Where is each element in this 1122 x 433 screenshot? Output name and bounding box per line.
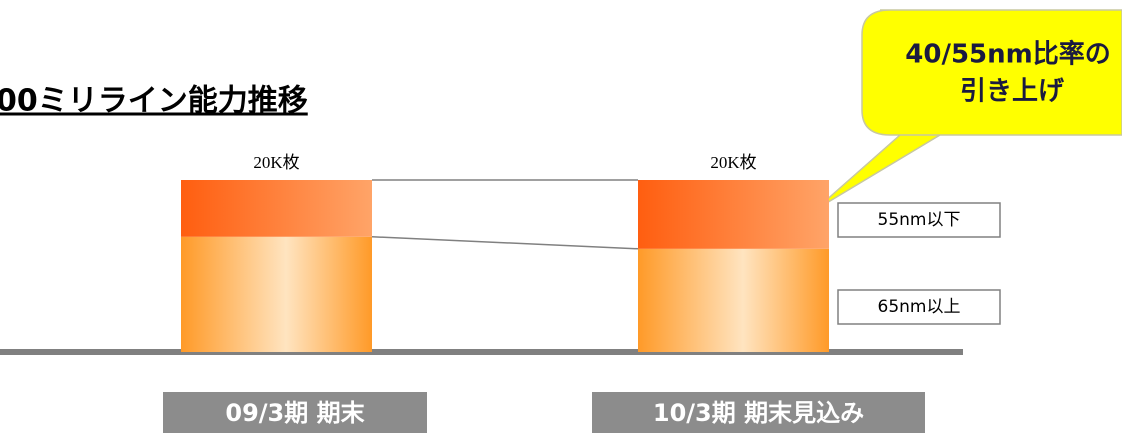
total-label: 20K枚 <box>253 153 299 172</box>
connector <box>371 236 639 250</box>
category-label: 09/3期 期末 <box>225 399 365 427</box>
callout-text: 引き上げ <box>960 77 1065 107</box>
chart-title: 00ミリライン能力推移 <box>0 84 308 119</box>
bar-segment <box>181 236 372 352</box>
legend-box <box>837 202 1001 238</box>
total-label: 20K枚 <box>710 153 756 172</box>
bar-segment <box>638 180 829 249</box>
bar-segment <box>638 248 829 352</box>
callout-text: 40/55nm比率の <box>905 39 1110 70</box>
legend-label: 65nm以上 <box>878 297 961 317</box>
category-box <box>592 392 925 433</box>
legend-box <box>837 289 1001 325</box>
baseline <box>0 349 963 355</box>
category-label: 10/3期 期末見込み <box>653 399 864 427</box>
bar-segment <box>181 180 372 237</box>
legend-label: 55nm以下 <box>878 210 961 230</box>
category-box <box>163 392 427 433</box>
callout <box>814 9 1122 211</box>
